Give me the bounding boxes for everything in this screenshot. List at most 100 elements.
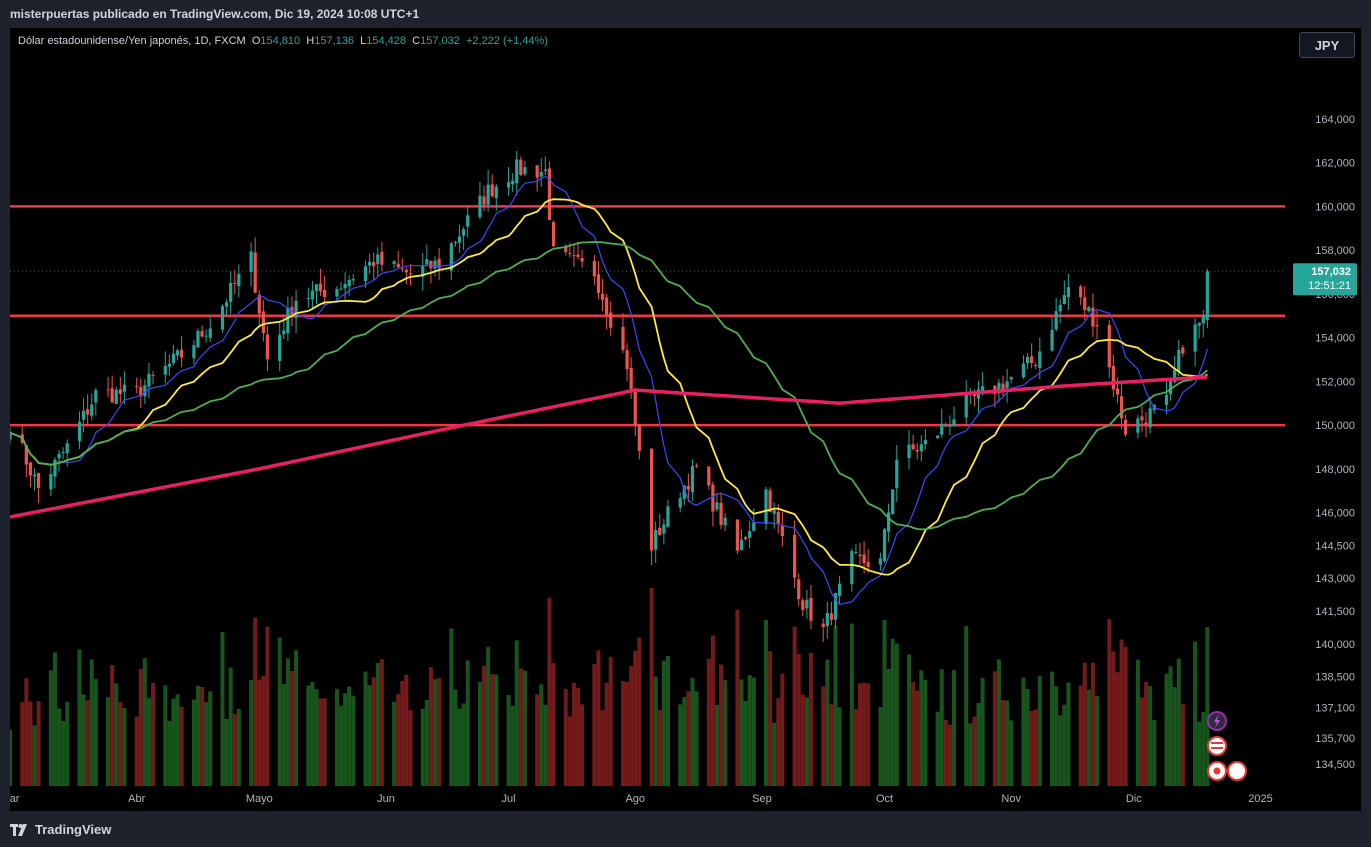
candle-body <box>1136 418 1140 433</box>
candle-body <box>793 534 797 578</box>
volume-bar <box>379 659 384 786</box>
volume-bar <box>768 651 773 786</box>
candle-body <box>523 167 527 175</box>
candle-body <box>633 392 637 425</box>
candle-body <box>278 334 282 361</box>
volume-bar <box>36 701 41 786</box>
volume-bar <box>792 626 797 786</box>
volume-bar <box>968 723 973 786</box>
candle-body <box>1115 388 1120 395</box>
volume-bar <box>1111 651 1116 786</box>
candle-body <box>887 512 891 532</box>
candle-body <box>163 365 167 375</box>
candle-body <box>462 229 466 236</box>
candle-body <box>1177 349 1181 372</box>
volume-bar <box>1062 704 1067 786</box>
candle-body <box>837 583 842 596</box>
volume-bar <box>457 708 462 786</box>
volume-bar <box>833 626 838 786</box>
moving-average-line <box>10 241 1208 531</box>
volume-bar <box>490 674 495 786</box>
candle-body <box>368 261 372 266</box>
volume-bar <box>171 698 176 786</box>
tradingview-logo[interactable]: TradingView <box>10 822 111 837</box>
volume-bar <box>829 704 834 786</box>
volume-bar <box>310 682 315 786</box>
volume-bar <box>396 693 401 786</box>
candle-body <box>772 510 776 514</box>
volume-bar <box>1037 675 1042 786</box>
candle-body <box>711 484 715 512</box>
candle-body <box>715 502 719 510</box>
volume-bar <box>596 650 601 786</box>
candle-body <box>1005 381 1009 389</box>
candle-body <box>175 350 180 356</box>
candle-body <box>682 485 686 499</box>
moving-average-line <box>10 375 1208 519</box>
volume-bar <box>204 702 209 786</box>
candle-body <box>1066 287 1071 298</box>
footer: TradingView <box>0 811 1371 847</box>
currency-button[interactable]: JPY <box>1299 32 1355 58</box>
volume-bar <box>678 704 683 786</box>
volume-bar <box>1144 681 1149 786</box>
candle-body <box>923 440 927 445</box>
volume-bar <box>1123 646 1128 786</box>
volume-bar <box>825 659 830 786</box>
volume-bar <box>1009 720 1014 786</box>
candle-body <box>32 474 37 477</box>
volume-bar <box>633 650 638 786</box>
candle-body <box>90 404 94 416</box>
candle-body <box>282 330 286 335</box>
volume-bar <box>1058 715 1063 786</box>
candle-body <box>1140 416 1144 421</box>
volume-bar <box>510 705 515 786</box>
price-chart[interactable]: 164,000162,000160,000158,000156,000154,0… <box>10 28 1361 811</box>
volume-bar <box>547 597 552 786</box>
volume-bar <box>1119 639 1124 786</box>
volume-bar <box>915 690 920 786</box>
candle-body <box>265 334 270 360</box>
us-flag-stripe <box>1211 747 1223 749</box>
volume-bar <box>1090 662 1095 786</box>
candle-body <box>466 215 470 227</box>
candle-body <box>572 255 576 257</box>
candle-body <box>1091 307 1095 327</box>
volume-bar <box>907 654 912 786</box>
candle-body <box>940 423 944 435</box>
y-tick-label: 144,500 <box>1315 540 1355 552</box>
volume-bar <box>518 668 523 786</box>
candle-body <box>805 599 809 609</box>
close-label: C <box>412 35 421 47</box>
x-tick-label: Abr <box>128 793 145 805</box>
candle-body <box>233 283 237 285</box>
candle-body <box>907 444 911 459</box>
candle-body <box>580 258 584 262</box>
volume-bar <box>690 677 695 786</box>
volume-bar <box>167 720 172 786</box>
candle-body <box>478 195 482 218</box>
volume-bar <box>800 694 805 786</box>
volume-bar <box>1078 685 1083 786</box>
volume-bar <box>919 670 924 786</box>
volume-bar <box>375 663 380 786</box>
volume-bar <box>665 656 670 786</box>
y-tick-label: 141,500 <box>1315 606 1355 618</box>
candle-body <box>547 168 552 221</box>
volume-bar <box>482 665 487 786</box>
high-value: 157,136 <box>314 35 354 47</box>
candle-body <box>433 260 437 269</box>
volume-bar <box>1164 673 1169 786</box>
volume-bar <box>571 682 576 786</box>
volume-bar <box>935 711 940 786</box>
symbol-title: Dólar estadounidense/Yen japonés, 1D, FX… <box>18 35 246 47</box>
symbol-legend: Dólar estadounidense/Yen japonés, 1D, FX… <box>18 35 548 47</box>
volume-bar <box>866 683 871 786</box>
chart-panel[interactable]: 164,000162,000160,000158,000156,000154,0… <box>10 28 1361 811</box>
candle-body <box>351 278 355 281</box>
candle-body <box>1050 329 1054 351</box>
volume-bar <box>232 713 237 786</box>
candle-body <box>1034 365 1038 367</box>
candle-body <box>936 435 940 439</box>
volume-bar <box>723 680 728 786</box>
